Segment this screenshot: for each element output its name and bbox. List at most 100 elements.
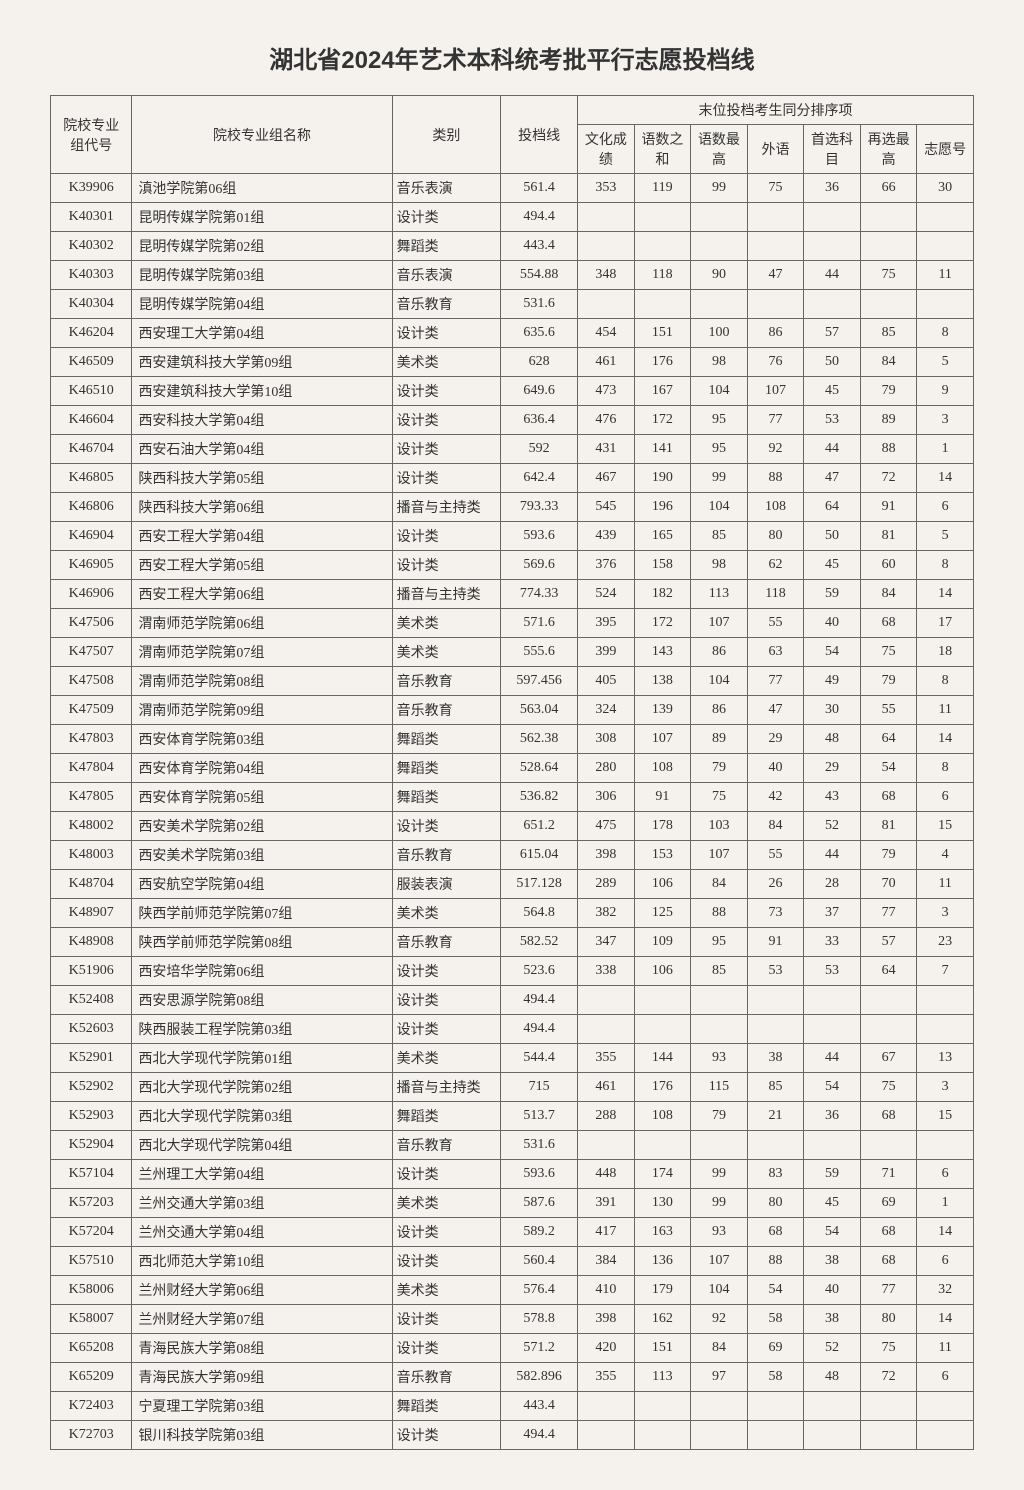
table-cell: 音乐表演 xyxy=(392,174,501,203)
table-cell: 86 xyxy=(691,696,748,725)
table-cell: 陕西学前师范学院第07组 xyxy=(132,899,392,928)
table-cell: 564.8 xyxy=(501,899,578,928)
table-cell: 448 xyxy=(578,1160,635,1189)
table-cell: 渭南师范学院第09组 xyxy=(132,696,392,725)
table-cell: 昆明传媒学院第04组 xyxy=(132,290,392,319)
table-cell: 47 xyxy=(804,464,861,493)
table-cell: 153 xyxy=(634,841,691,870)
table-cell xyxy=(917,1392,974,1421)
table-cell: 536.82 xyxy=(501,783,578,812)
table-cell: 舞蹈类 xyxy=(392,1102,501,1131)
table-cell: K47805 xyxy=(51,783,132,812)
table-cell: 151 xyxy=(634,1334,691,1363)
table-cell: K48908 xyxy=(51,928,132,957)
table-cell: 42 xyxy=(747,783,804,812)
table-cell: 179 xyxy=(634,1276,691,1305)
col-culture: 文化成绩 xyxy=(578,125,635,174)
table-cell: 14 xyxy=(917,1218,974,1247)
table-cell: K40303 xyxy=(51,261,132,290)
table-cell: 405 xyxy=(578,667,635,696)
table-cell: 4 xyxy=(917,841,974,870)
table-cell: 59 xyxy=(804,1160,861,1189)
table-cell: 68 xyxy=(860,1247,917,1276)
table-cell: 143 xyxy=(634,638,691,667)
table-row: K72703银川科技学院第03组设计类494.4 xyxy=(51,1421,974,1450)
table-cell: 兰州财经大学第07组 xyxy=(132,1305,392,1334)
table-cell: 531.6 xyxy=(501,1131,578,1160)
table-cell: 76 xyxy=(747,348,804,377)
table-cell: 6 xyxy=(917,1363,974,1392)
table-cell: 陕西科技大学第05组 xyxy=(132,464,392,493)
table-cell: 79 xyxy=(860,377,917,406)
table-cell: 587.6 xyxy=(501,1189,578,1218)
table-cell: 67 xyxy=(860,1044,917,1073)
table-cell xyxy=(804,232,861,261)
table-cell: 353 xyxy=(578,174,635,203)
table-row: K48002西安美术学院第02组设计类651.24751781038452811… xyxy=(51,812,974,841)
table-cell: 11 xyxy=(917,696,974,725)
table-cell xyxy=(634,1392,691,1421)
table-cell: 443.4 xyxy=(501,232,578,261)
table-cell xyxy=(634,232,691,261)
table-row: K48704西安航空学院第04组服装表演517.1282891068426287… xyxy=(51,870,974,899)
table-row: K40301昆明传媒学院第01组设计类494.4 xyxy=(51,203,974,232)
table-row: K40304昆明传媒学院第04组音乐教育531.6 xyxy=(51,290,974,319)
table-cell xyxy=(860,1131,917,1160)
table-cell xyxy=(747,232,804,261)
table-cell: K52903 xyxy=(51,1102,132,1131)
table-cell: K39906 xyxy=(51,174,132,203)
table-cell: 36 xyxy=(804,1102,861,1131)
table-cell: 475 xyxy=(578,812,635,841)
table-cell: 西安石油大学第04组 xyxy=(132,435,392,464)
table-cell: 西北师范大学第10组 xyxy=(132,1247,392,1276)
table-cell xyxy=(691,1131,748,1160)
table-cell: 播音与主持类 xyxy=(392,493,501,522)
table-cell xyxy=(747,203,804,232)
table-cell: 设计类 xyxy=(392,551,501,580)
table-cell: 81 xyxy=(860,812,917,841)
table-cell: 设计类 xyxy=(392,406,501,435)
table-cell: 渭南师范学院第07组 xyxy=(132,638,392,667)
table-cell: 382 xyxy=(578,899,635,928)
table-cell: 308 xyxy=(578,725,635,754)
table-cell: 84 xyxy=(747,812,804,841)
col-line: 投档线 xyxy=(501,96,578,174)
table-cell: 517.128 xyxy=(501,870,578,899)
table-cell: K46204 xyxy=(51,319,132,348)
table-row: K57203兰州交通大学第03组美术类587.6391130998045691 xyxy=(51,1189,974,1218)
table-cell: 兰州交通大学第03组 xyxy=(132,1189,392,1218)
table-cell: 628 xyxy=(501,348,578,377)
table-cell: 设计类 xyxy=(392,1218,501,1247)
table-cell: 54 xyxy=(804,638,861,667)
table-cell: 1 xyxy=(917,1189,974,1218)
table-row: K72403宁夏理工学院第03组舞蹈类443.4 xyxy=(51,1392,974,1421)
table-cell: 53 xyxy=(804,406,861,435)
table-cell: K48003 xyxy=(51,841,132,870)
table-cell: 宁夏理工学院第03组 xyxy=(132,1392,392,1421)
table-row: K39906滇池学院第06组音乐表演561.43531199975366630 xyxy=(51,174,974,203)
table-cell: 115 xyxy=(691,1073,748,1102)
table-cell: 280 xyxy=(578,754,635,783)
table-cell: 118 xyxy=(634,261,691,290)
table-cell: 473 xyxy=(578,377,635,406)
table-cell: 176 xyxy=(634,1073,691,1102)
table-cell: 64 xyxy=(860,725,917,754)
table-cell: 593.6 xyxy=(501,1160,578,1189)
table-cell: 73 xyxy=(747,899,804,928)
table-cell xyxy=(578,290,635,319)
table-cell: 西安工程大学第06组 xyxy=(132,580,392,609)
table-cell: 347 xyxy=(578,928,635,957)
table-cell: K47508 xyxy=(51,667,132,696)
table-cell: 7 xyxy=(917,957,974,986)
table-cell: 33 xyxy=(804,928,861,957)
table-cell: 563.04 xyxy=(501,696,578,725)
table-cell: K57104 xyxy=(51,1160,132,1189)
table-cell xyxy=(578,986,635,1015)
table-cell: 音乐教育 xyxy=(392,928,501,957)
table-cell: 399 xyxy=(578,638,635,667)
table-cell: 美术类 xyxy=(392,1189,501,1218)
table-cell: 494.4 xyxy=(501,1421,578,1450)
table-cell: 29 xyxy=(747,725,804,754)
table-row: K47509渭南师范学院第09组音乐教育563.0432413986473055… xyxy=(51,696,974,725)
table-cell: 93 xyxy=(691,1218,748,1247)
